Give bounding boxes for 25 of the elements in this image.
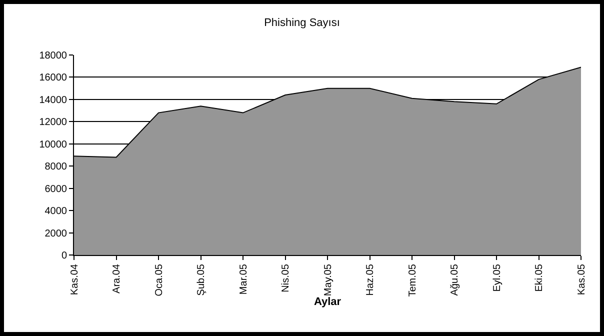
x-tick-label: Eki.05: [534, 264, 545, 292]
x-tick-label: May.05: [322, 264, 334, 296]
y-tick-label: 6000: [44, 184, 68, 195]
x-tick-label: Nis.05: [280, 264, 292, 292]
x-tick-label: Eyl.05: [492, 264, 503, 292]
y-tick-label: 0: [61, 250, 68, 262]
y-tick-label: 10000: [39, 139, 68, 150]
x-tick-label: Ağu.05: [450, 264, 460, 296]
x-tick-label: Mar.05: [238, 264, 250, 295]
y-tick-label: 14000: [39, 94, 68, 106]
y-tick-label: 18000: [39, 50, 68, 62]
x-tick-label: Şub.05: [196, 264, 207, 296]
x-tick-label: Ara.04: [112, 264, 122, 294]
x-tick-label: Oca.05: [154, 264, 165, 296]
x-tick-label: Haz.05: [365, 264, 376, 296]
chart-title: Phishing Sayısı: [264, 17, 340, 30]
x-tick-label: Kas.04: [69, 264, 80, 296]
x-tick-label: Tem.05: [407, 264, 418, 297]
x-axis-title: Aylar: [314, 296, 342, 308]
y-tick-label: 2000: [44, 228, 68, 240]
y-tick-label: 4000: [44, 206, 68, 218]
y-tick-label: 16000: [39, 72, 68, 84]
x-tick-label: Kas.05: [576, 264, 588, 296]
y-tick-label: 12000: [39, 117, 68, 128]
y-tick-label: 8000: [44, 162, 68, 173]
